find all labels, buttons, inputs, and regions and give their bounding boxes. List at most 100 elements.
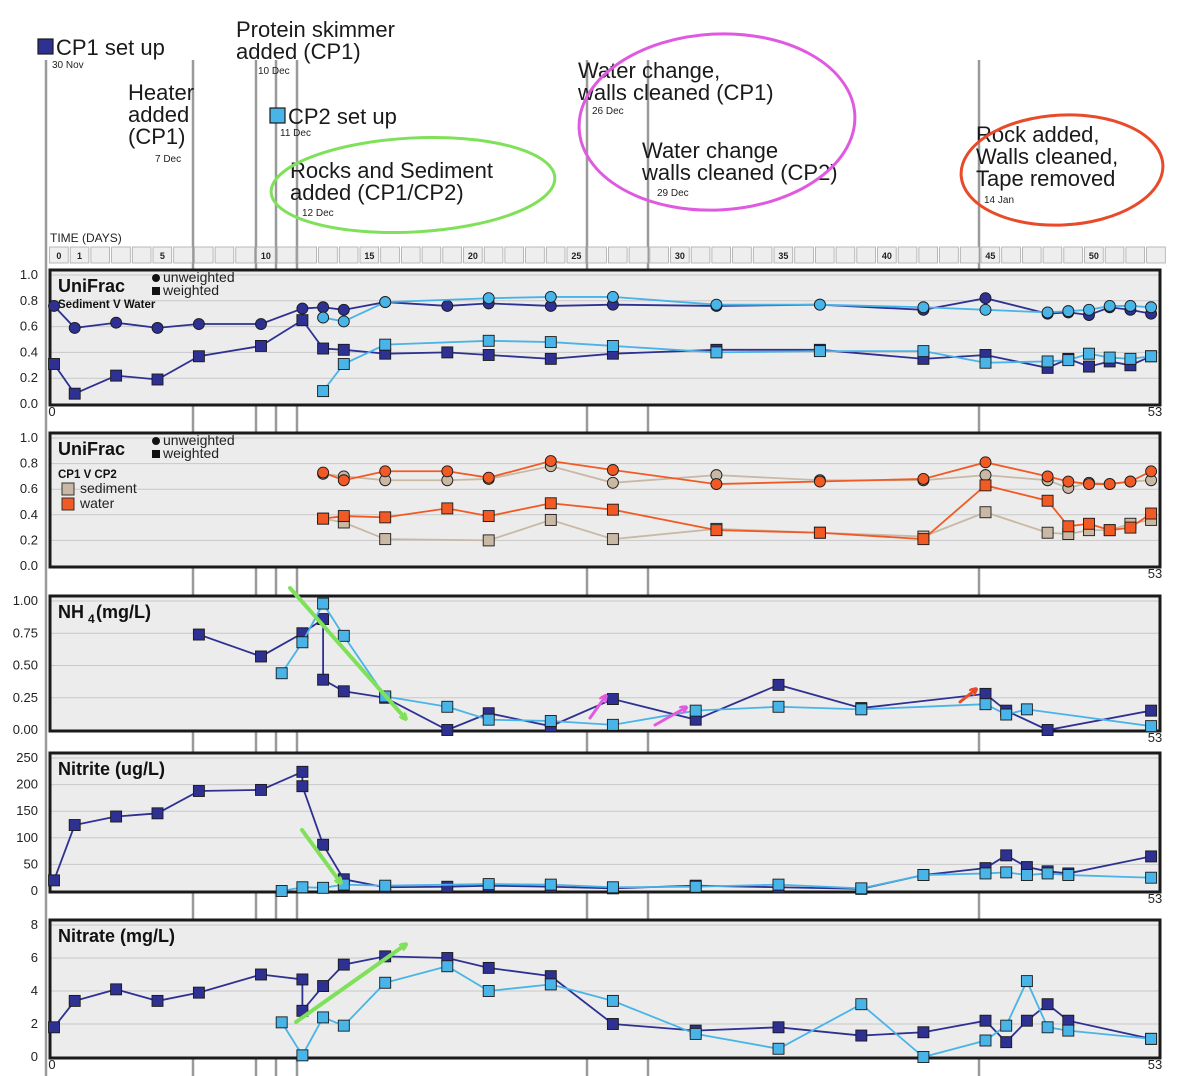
data-point <box>441 346 454 359</box>
data-point <box>296 973 309 986</box>
event-label-line: Rock added, <box>976 122 1100 147</box>
timeline-day-box <box>1104 246 1125 264</box>
panel-title-subscript: 4 <box>88 612 95 626</box>
data-point <box>337 474 350 487</box>
timeline-day-box <box>235 246 255 264</box>
data-point <box>379 511 392 524</box>
chart-panel-2: 1.00 0.75 0.50 0.25 0.00 53 NH 4 (mg/L) <box>13 593 1163 745</box>
y-tick-label: 1.0 <box>20 267 38 282</box>
event-date: 30 Nov <box>52 60 84 71</box>
data-point <box>1000 1036 1013 1049</box>
panel-title-unit: (mg/L) <box>96 602 151 622</box>
data-point <box>296 765 309 778</box>
data-point <box>1020 869 1033 881</box>
event-marker-icon <box>37 38 54 55</box>
data-point <box>1083 360 1095 373</box>
legend-label: unweighted <box>163 269 235 285</box>
timeline-day-box <box>980 246 1001 264</box>
legend-swatch-water <box>61 497 75 511</box>
timeline-day-box <box>1042 246 1063 264</box>
timeline-label: TIME (DAYS) <box>50 231 122 245</box>
panel-background <box>50 596 1160 731</box>
data-point <box>772 678 785 691</box>
x-end-label: 53 <box>1148 404 1162 419</box>
legend-label: unweighted <box>163 432 235 448</box>
timeline-day-box <box>338 246 359 264</box>
timeline-day-box <box>442 246 462 264</box>
data-point <box>1041 494 1054 507</box>
data-point <box>1145 350 1158 363</box>
y-tick-label: 1.00 <box>13 593 38 608</box>
data-point <box>441 700 454 713</box>
series-line <box>322 511 1152 542</box>
panel-subtitle: Sediment V Water <box>58 299 156 311</box>
data-point <box>855 703 868 716</box>
y-tick-label: 0.6 <box>20 319 38 334</box>
data-point <box>317 311 330 324</box>
timeline-day-box <box>918 246 939 264</box>
data-point <box>1145 507 1158 520</box>
data-point <box>813 526 826 539</box>
data-point <box>1020 703 1033 716</box>
data-point <box>979 1014 992 1027</box>
data-point <box>317 385 330 398</box>
panel-frame <box>48 431 1162 569</box>
data-point <box>275 1016 288 1029</box>
data-point <box>1145 1032 1158 1045</box>
data-point <box>192 350 205 363</box>
data-point <box>979 456 992 469</box>
data-point <box>917 301 930 314</box>
data-point <box>1041 867 1054 880</box>
data-point <box>1145 720 1158 733</box>
panel-title: NH <box>58 602 84 622</box>
data-point <box>813 475 826 488</box>
data-point <box>441 502 454 515</box>
series-line <box>280 601 1152 728</box>
timeline-day-box <box>670 246 690 264</box>
data-point <box>1062 354 1075 367</box>
legend-label: weighted <box>162 445 219 461</box>
panel-background <box>50 753 1160 892</box>
event-annotation-5: Water change,walls cleaned (CP1)26 Dec <box>577 58 774 117</box>
timeline-day-box <box>400 246 421 264</box>
timeline-day-box <box>193 246 214 264</box>
timeline-day-box <box>545 246 566 264</box>
data-point <box>1062 869 1075 881</box>
timeline-tick-label: 1 <box>77 251 82 261</box>
series-line <box>322 296 1152 323</box>
series-cp2 <box>275 960 1158 1063</box>
data-point <box>151 807 164 820</box>
chart-panel-0: 1.0 0.8 0.6 0.4 0.2 0.0 0 53 UniFrac unweightedwe… <box>20 267 1162 419</box>
event-highlight-circle-4 <box>269 135 557 235</box>
timeline-day-box <box>752 246 773 264</box>
timeline-tick-label: 35 <box>778 251 788 261</box>
timeline-day-box <box>359 246 380 264</box>
data-point <box>544 290 557 303</box>
magenta-arrow-2 <box>653 708 685 727</box>
data-point <box>337 1019 350 1032</box>
y-tick-label: 50 <box>24 856 38 871</box>
timeline-day-box <box>276 246 297 264</box>
data-point <box>1145 301 1158 314</box>
timeline-day-box <box>1146 246 1166 264</box>
data-point <box>606 503 619 516</box>
timeline-tick-label: 15 <box>364 251 374 261</box>
data-point <box>337 315 350 328</box>
data-point <box>710 298 723 311</box>
data-point <box>48 358 60 370</box>
series-line <box>322 339 1152 392</box>
data-point <box>855 1029 868 1042</box>
data-point <box>1041 526 1054 539</box>
event-label-line: added <box>128 102 189 127</box>
timeline-day-box <box>380 246 400 264</box>
data-point <box>917 533 930 546</box>
event-label-line: Rocks and Sediment <box>290 158 493 183</box>
data-point <box>1041 998 1054 1011</box>
y-tick-label: 4 <box>31 983 38 998</box>
data-point <box>813 345 826 358</box>
panel-title: UniFrac <box>58 276 125 296</box>
data-point <box>1124 521 1137 534</box>
